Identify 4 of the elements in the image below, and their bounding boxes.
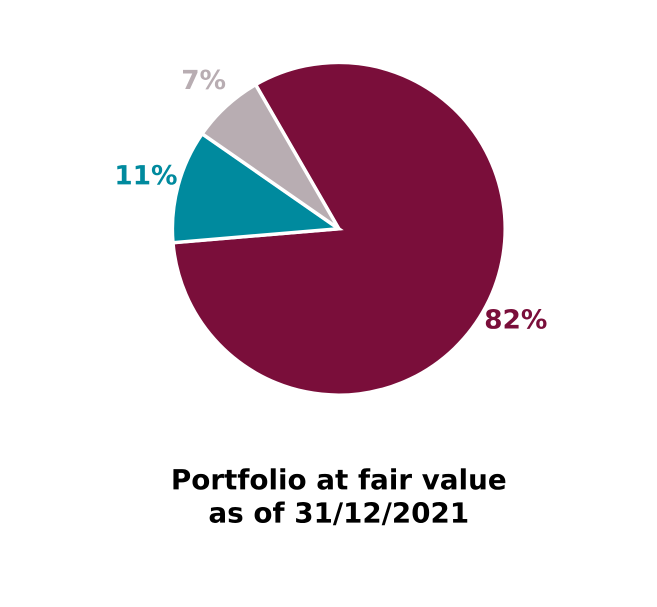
text: Portfolio at fair value as of 31/12/2021 <box>173 468 506 526</box>
data-label: 82% <box>486 308 546 329</box>
data-label: 11% <box>117 164 177 185</box>
data-label: 7% <box>182 69 226 90</box>
